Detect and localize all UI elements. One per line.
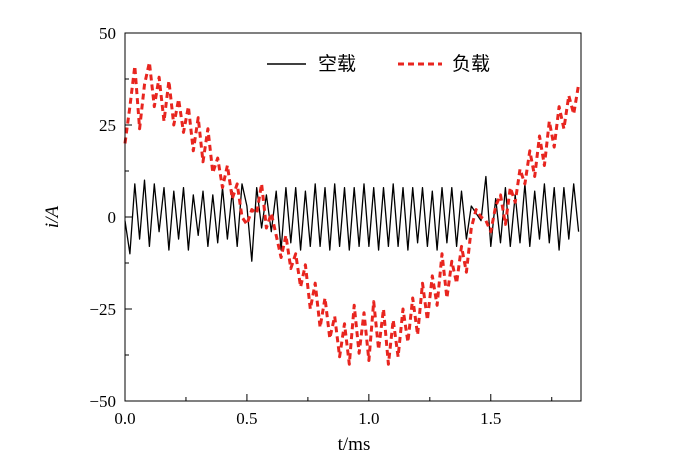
plot-lines	[123, 60, 581, 366]
x-tick-label: 0.5	[236, 409, 257, 428]
y-tick-label: −50	[89, 392, 116, 411]
legend-label-load: 负载	[452, 53, 490, 75]
y-tick-label: 25	[99, 116, 116, 135]
x-tick-label: 1.0	[358, 409, 379, 428]
y-tick-label: 0	[108, 208, 117, 227]
x-tick-label: 0.0	[114, 409, 135, 428]
x-tick-label: 1.5	[480, 409, 501, 428]
x-axis-ticks: 0.0 0.5 1.0 1.5	[114, 394, 553, 428]
y-axis-ticks: 50 25 0 −25 −50	[89, 24, 132, 411]
y-tick-label: 50	[99, 24, 116, 43]
legend-label-noload: 空载	[318, 53, 356, 75]
series-line-load	[123, 60, 581, 366]
y-axis-label: i/A	[42, 206, 63, 229]
y-tick-label: −25	[89, 300, 116, 319]
legend: 空载 负载	[267, 53, 490, 75]
x-axis-label: t/ms	[338, 434, 371, 455]
